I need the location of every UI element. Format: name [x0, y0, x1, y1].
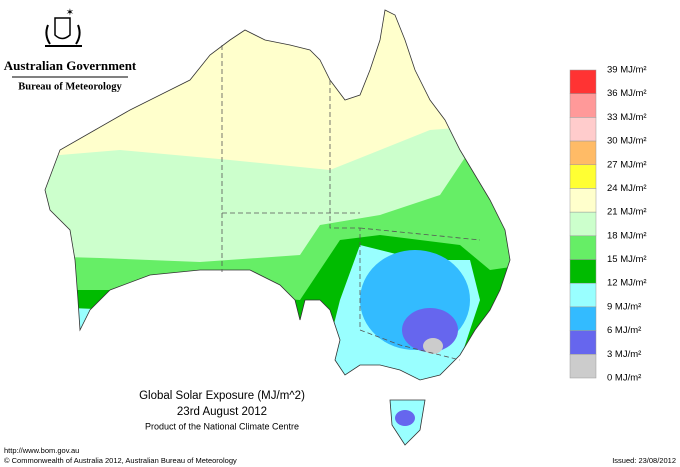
tasmania-zone: [395, 410, 415, 426]
legend-swatch: [569, 117, 597, 142]
header-title: Australian Government: [4, 58, 137, 73]
legend-swatch: [569, 354, 597, 379]
legend: 39 MJ/m² 36 MJ/m² 33 MJ/m² 30 MJ/m² 27 MJ/m²…: [569, 65, 647, 384]
legend-label: 15 MJ/m²: [607, 254, 647, 265]
legend-swatch: [569, 211, 597, 237]
legend-label: 33 MJ/m²: [607, 112, 647, 123]
coastline: [44, 9, 511, 381]
crest: [54, 17, 71, 40]
legend-label: 36 MJ/m²: [607, 88, 647, 99]
legend-swatch: [569, 69, 597, 94]
legend-swatch: [569, 306, 597, 331]
legend-swatch: [569, 259, 597, 284]
legend-label: 3 MJ/m²: [607, 349, 641, 360]
legend-label: 24 MJ/m²: [607, 183, 647, 194]
legend-swatch: [569, 330, 597, 355]
caption-title: Global Solar Exposure (MJ/m^2): [139, 390, 305, 402]
caption-credit: Product of the National Climate Centre: [145, 421, 299, 431]
legend-swatch: [569, 164, 597, 189]
footer-url: http://www.bom.gov.au: [4, 446, 79, 455]
legend-swatch: [569, 93, 597, 118]
legend-label: 18 MJ/m²: [607, 230, 647, 241]
legend-label: 6 MJ/m²: [607, 325, 641, 336]
logo: ✶: [45, 8, 82, 47]
caption-date: 23rd August 2012: [177, 406, 267, 418]
legend-label: 27 MJ/m²: [607, 159, 647, 170]
legend-swatch: [569, 282, 597, 308]
crest-supporters: [45, 24, 82, 47]
zone-6: [402, 308, 458, 352]
zone-3: [423, 338, 443, 354]
legend-label: 12 MJ/m²: [607, 278, 647, 289]
legend-swatch: [569, 140, 597, 166]
legend-label: 9 MJ/m²: [607, 301, 641, 312]
legend-swatch: [569, 235, 597, 260]
crest-star: ✶: [66, 8, 74, 19]
header-subtitle: Bureau of Meteorology: [18, 81, 122, 92]
state-borders: [221, 45, 481, 361]
legend-label: 21 MJ/m²: [607, 207, 647, 218]
legend-swatch: [569, 188, 597, 213]
footer-issued: Issued: 23/08/2012: [612, 456, 676, 465]
legend-label: 39 MJ/m²: [607, 65, 647, 76]
legend-label: 30 MJ/m²: [607, 136, 647, 147]
footer-copyright: © Commonwealth of Australia 2012, Austra…: [4, 456, 237, 465]
legend-label: 0 MJ/m²: [607, 373, 641, 384]
